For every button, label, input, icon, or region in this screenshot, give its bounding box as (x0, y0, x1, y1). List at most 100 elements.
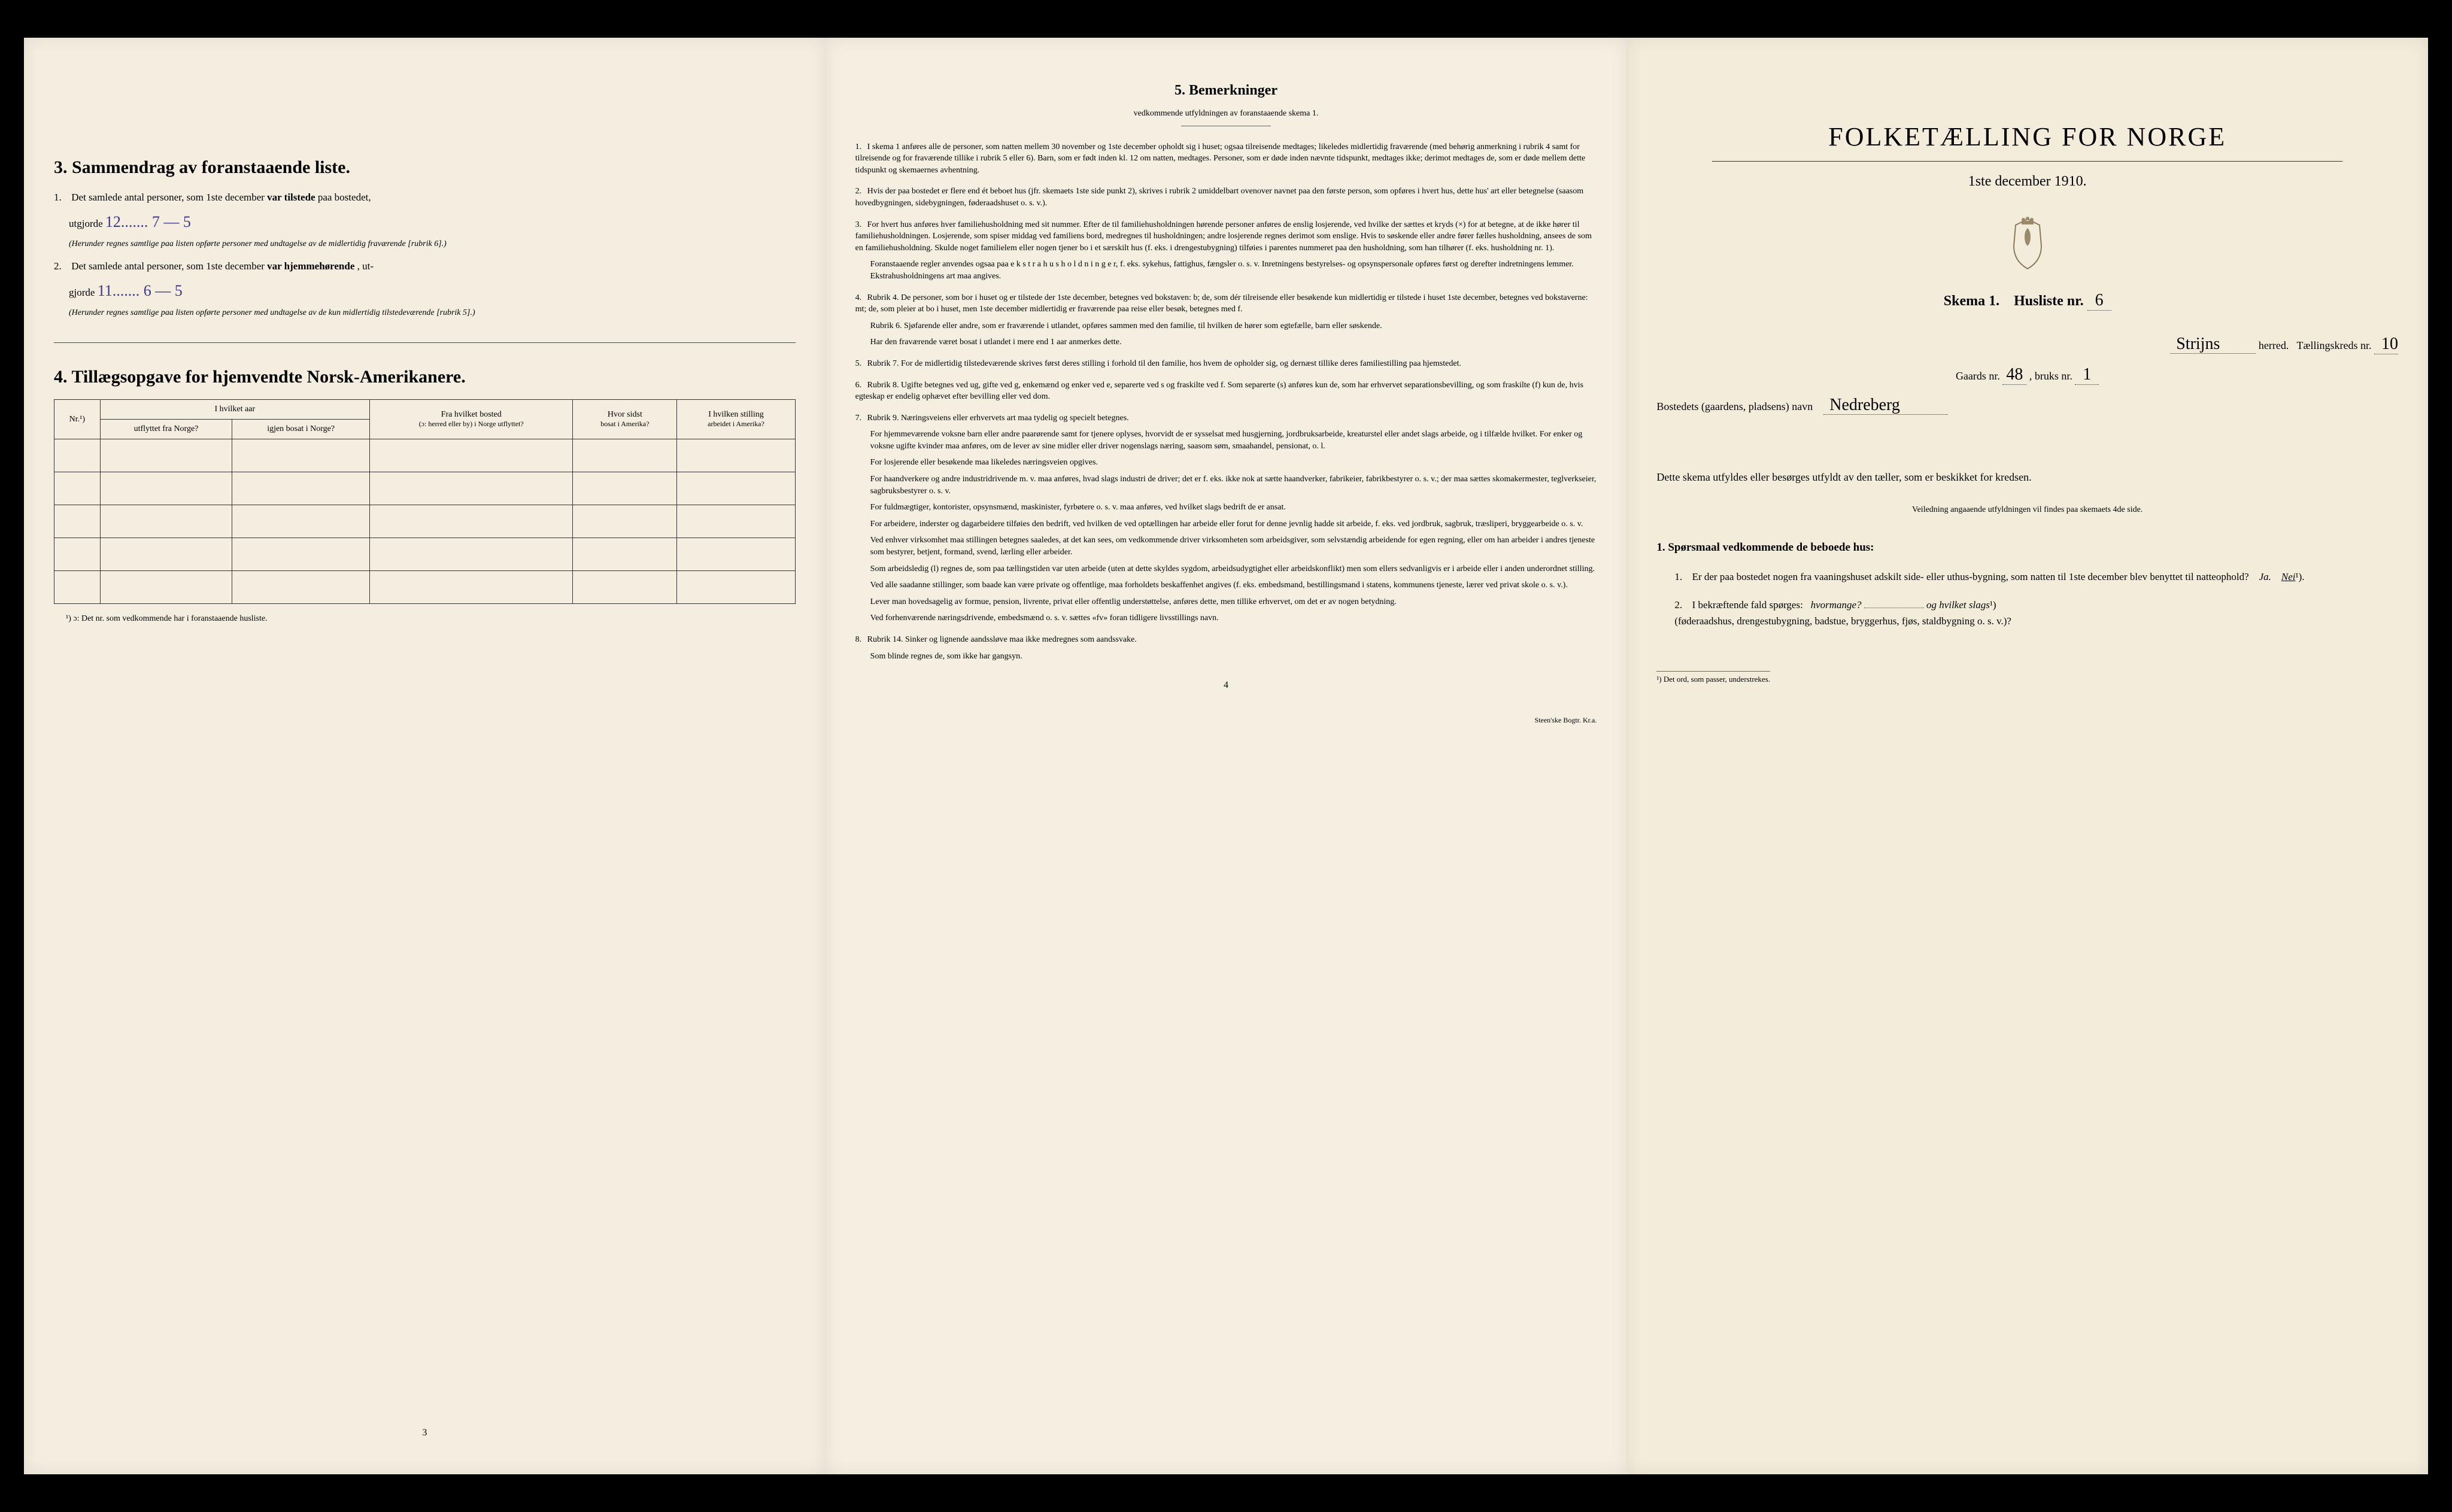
page-number: 3 (24, 1428, 826, 1438)
gaards-value: 48 (2002, 365, 2026, 385)
item1-handwritten: 12....... 7 — 5 (105, 213, 191, 230)
section-3-title: 3. Sammendrag av foranstaaende liste. (54, 157, 796, 178)
remarks-item: 1.I skema 1 anføres alle de personer, so… (855, 141, 1597, 177)
col-nr: Nr.¹) (54, 400, 101, 439)
col6-a: I hvilken stilling (682, 410, 790, 420)
remarks-text: Hvis der paa bostedet er flere end ét be… (855, 187, 1583, 208)
page-right: FOLKETÆLLING FOR NORGE 1ste december 191… (1626, 38, 2428, 1474)
item2-num: 2. (54, 259, 69, 274)
item2-text-b: , ut- (357, 260, 374, 272)
section-5-subtitle: vedkommende utfyldningen av foranstaaend… (855, 108, 1597, 120)
remarks-extra: Som blinde regnes de, som ikke har gangs… (870, 651, 1597, 663)
subtitle: 1ste december 1910. (1656, 171, 2398, 192)
summary-item-2: 2. Det samlede antal personer, som 1ste … (54, 259, 796, 318)
q2-text-c: (føderaadshus, drengestubygning, badstue… (1674, 615, 2011, 627)
item2-handwritten: 11....... 6 — 5 (98, 282, 183, 299)
section-4-title: 4. Tillægsopgave for hjemvendte Norsk-Am… (54, 367, 796, 387)
q2-num: 2. (1674, 597, 1689, 613)
bosted-row: Bostedets (gaardens, pladsens) navn Nedr… (1656, 396, 2398, 415)
remarks-num: 3. (855, 219, 867, 231)
remarks-item: 5.Rubrik 7. For de midlertidig tilstedev… (855, 358, 1597, 370)
page-number: 4 (855, 680, 1597, 691)
item1-text-b: paa bostedet, (318, 192, 371, 203)
remarks-item: 3.For hvert hus anføres hver familiehush… (855, 219, 1597, 283)
remarks-num: 1. (855, 141, 867, 153)
instruction-sub: Veiledning angaaende utfyldningen vil fi… (1656, 504, 2398, 516)
q1-text: Er der paa bostedet nogen fra vaaningshu… (1692, 571, 2249, 582)
col3-a: igjen bosat i Norge? (232, 420, 370, 439)
item1-line2: utgjorde (69, 218, 103, 229)
section-1-title: 1. Spørsmaal vedkommende de beboede hus: (1656, 539, 2398, 557)
summary-item-1: 1. Det samlede antal personer, som 1ste … (54, 190, 796, 250)
remarks-extra: Ved enhver virksomhet maa stillingen bet… (870, 535, 1597, 558)
remarks-text: Rubrik 14. Sinker og lignende aandssløve… (867, 635, 1137, 644)
table-row (54, 439, 796, 472)
remarks-text: Rubrik 4. De personer, som bor i huset o… (855, 293, 1588, 314)
question-1: 1. Er der paa bostedet nogen fra vaaning… (1674, 569, 2398, 585)
divider (54, 342, 796, 343)
table-footnote: ¹) ɔ: Det nr. som vedkommende har i fora… (66, 613, 796, 625)
printer-note: Steen'ske Bogtr. Kr.a. (855, 715, 1597, 725)
remarks-extra: For fuldmægtiger, kontorister, opsynsmæn… (870, 502, 1597, 514)
table-row (54, 505, 796, 538)
remarks-item: 7.Rubrik 9. Næringsveiens eller erhverve… (855, 412, 1597, 624)
remarks-item: 6.Rubrik 8. Ugifte betegnes ved ug, gift… (855, 379, 1597, 403)
q1-num: 1. (1674, 569, 1689, 585)
herred-label: herred. (2259, 339, 2289, 351)
remarks-extra: For arbeidere, inderster og dagarbeidere… (870, 518, 1597, 530)
col4-b: (ɔ: herred eller by) i Norge utflyttet? (375, 420, 568, 429)
remarks-item: 8.Rubrik 14. Sinker og lignende aandsslø… (855, 634, 1597, 662)
q2-ital1: hvormange? (1811, 599, 1862, 611)
remarks-extra: For losjerende eller besøkende maa likel… (870, 457, 1597, 469)
remarks-num: 7. (855, 412, 867, 424)
item2-note: (Herunder regnes samtlige paa listen opf… (69, 307, 796, 319)
remarks-extra: Har den fraværende været bosat i utlande… (870, 336, 1597, 348)
item1-note: (Herunder regnes samtlige paa listen opf… (69, 238, 796, 250)
herred-row: Strijns herred. Tællingskreds nr. 10 (1656, 335, 2398, 354)
col2-b: utflyttet fra Norge? (100, 420, 232, 439)
crest-icon (2007, 216, 2049, 270)
remarks-text: For hvert hus anføres hver familiehushol… (855, 220, 1592, 253)
section-5-title: 5. Bemerkninger (855, 83, 1597, 99)
coat-of-arms (1656, 216, 2398, 273)
instruction: Dette skema utfyldes eller besørges utfy… (1656, 469, 2398, 486)
remarks-extra: Rubrik 6. Sjøfarende eller andre, som er… (870, 320, 1597, 332)
kreds-label: Tællingskreds nr. (2297, 339, 2372, 351)
remarks-text: Rubrik 8. Ugifte betegnes ved ug, gifte … (855, 381, 1583, 402)
item1-bold: var tilstede (267, 192, 315, 203)
q2-sup: ¹) (1990, 599, 1996, 611)
col6-b: arbeidet i Amerika? (682, 420, 790, 429)
q1-sup: ¹). (2296, 571, 2305, 582)
remarks-num: 8. (855, 634, 867, 646)
remarks-extra: Ved alle saadanne stillinger, som baade … (870, 579, 1597, 591)
remarks-text: I skema 1 anføres alle de personer, som … (855, 142, 1585, 175)
item2-bold: var hjemmehørende (267, 260, 354, 272)
table-row (54, 538, 796, 571)
remarks-extra: For hjemmeværende voksne barn eller andr… (870, 429, 1597, 452)
q2-ital2: hvilket slags (1939, 599, 1990, 611)
col-aar: I hvilket aar (100, 400, 369, 420)
page-middle: 5. Bemerkninger vedkommende utfyldningen… (826, 38, 1627, 1474)
bosted-value: Nedreberg (1823, 396, 1948, 415)
table-row (54, 571, 796, 604)
q2-text-a: I bekræftende fald spørges: (1692, 599, 1803, 611)
title-underline (1712, 161, 2342, 162)
item1-num: 1. (54, 190, 69, 205)
table-row (54, 472, 796, 505)
remarks-extra: Ved forhenværende næringsdrivende, embed… (870, 612, 1597, 624)
gaards-label: Gaards nr. (1956, 370, 2000, 382)
remarks-num: 5. (855, 358, 867, 370)
q1-nei: Nei (2281, 571, 2296, 582)
amerikaner-table: Nr.¹) I hvilket aar Fra hvilket bosted (… (54, 399, 796, 604)
husliste-label: Husliste nr. (2014, 293, 2083, 309)
remarks-num: 4. (855, 292, 867, 304)
herred-value: Strijns (2170, 335, 2256, 354)
remarks-text: Rubrik 9. Næringsveiens eller erhvervets… (867, 414, 1129, 423)
remarks-extra: Lever man hovedsagelig av formue, pensio… (870, 596, 1597, 608)
remarks-item: 2.Hvis der paa bostedet er flere end ét … (855, 186, 1597, 209)
remarks-extra: For haandverkere og andre industridriven… (870, 473, 1597, 497)
page-left: 3. Sammendrag av foranstaaende liste. 1.… (24, 38, 826, 1474)
item2-line2: gjorde (69, 287, 95, 298)
item1-text-a: Det samlede antal personer, som 1ste dec… (71, 192, 265, 203)
footnote: ¹) Det ord, som passer, understrekes. (1656, 671, 1770, 684)
